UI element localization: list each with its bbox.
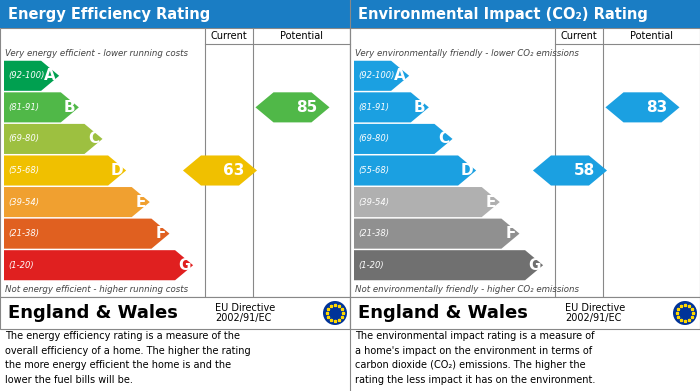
Polygon shape <box>4 61 60 91</box>
Text: E: E <box>486 195 496 210</box>
Text: A: A <box>394 68 406 83</box>
Polygon shape <box>354 156 476 186</box>
Text: The environmental impact rating is a measure of
a home's impact on the environme: The environmental impact rating is a mea… <box>355 332 596 385</box>
Text: D: D <box>461 163 473 178</box>
Bar <box>350 0 700 28</box>
Text: D: D <box>111 163 123 178</box>
Polygon shape <box>4 124 102 154</box>
Text: A: A <box>44 68 56 83</box>
Polygon shape <box>4 219 169 249</box>
Polygon shape <box>354 124 452 154</box>
Text: (92-100): (92-100) <box>358 71 394 80</box>
Text: C: C <box>438 131 449 146</box>
Text: Energy Efficiency Rating: Energy Efficiency Rating <box>8 7 210 22</box>
Polygon shape <box>354 92 429 122</box>
Text: 2002/91/EC: 2002/91/EC <box>565 313 622 323</box>
Text: F: F <box>505 226 516 241</box>
Text: Potential: Potential <box>280 31 323 41</box>
Text: England & Wales: England & Wales <box>358 304 528 322</box>
Text: EU Directive: EU Directive <box>215 303 275 313</box>
Text: Not energy efficient - higher running costs: Not energy efficient - higher running co… <box>5 285 188 294</box>
Text: 63: 63 <box>223 163 245 178</box>
Text: (92-100): (92-100) <box>8 71 44 80</box>
Text: G: G <box>528 258 540 273</box>
Polygon shape <box>4 92 79 122</box>
Text: (39-54): (39-54) <box>8 197 39 206</box>
Text: (81-91): (81-91) <box>358 103 389 112</box>
Bar <box>0 297 350 329</box>
Polygon shape <box>354 187 500 217</box>
Text: B: B <box>414 100 426 115</box>
Text: (1-20): (1-20) <box>8 261 34 270</box>
Polygon shape <box>4 156 126 186</box>
Polygon shape <box>256 92 330 122</box>
Text: F: F <box>155 226 166 241</box>
Text: The energy efficiency rating is a measure of the
overall efficiency of a home. T: The energy efficiency rating is a measur… <box>5 332 251 385</box>
Text: 85: 85 <box>296 100 317 115</box>
Polygon shape <box>4 187 150 217</box>
Text: (1-20): (1-20) <box>358 261 384 270</box>
Text: (39-54): (39-54) <box>358 197 389 206</box>
Text: G: G <box>178 258 190 273</box>
Polygon shape <box>354 250 543 280</box>
Text: (69-80): (69-80) <box>358 135 389 143</box>
Text: (21-38): (21-38) <box>358 229 389 238</box>
Text: 83: 83 <box>646 100 667 115</box>
Text: England & Wales: England & Wales <box>8 304 178 322</box>
Text: Current: Current <box>211 31 247 41</box>
Polygon shape <box>4 250 193 280</box>
Text: (69-80): (69-80) <box>8 135 39 143</box>
Text: Potential: Potential <box>630 31 673 41</box>
Bar <box>0 0 350 28</box>
Polygon shape <box>533 156 607 186</box>
Text: Environmental Impact (CO₂) Rating: Environmental Impact (CO₂) Rating <box>358 7 648 22</box>
Text: (81-91): (81-91) <box>8 103 39 112</box>
Text: B: B <box>64 100 76 115</box>
Text: 58: 58 <box>573 163 594 178</box>
Polygon shape <box>354 219 519 249</box>
Circle shape <box>673 301 697 325</box>
Polygon shape <box>606 92 680 122</box>
Text: (21-38): (21-38) <box>8 229 39 238</box>
Text: (55-68): (55-68) <box>8 166 39 175</box>
Text: Very environmentally friendly - lower CO₂ emissions: Very environmentally friendly - lower CO… <box>355 50 579 59</box>
Text: E: E <box>136 195 146 210</box>
Bar <box>350 28 700 297</box>
Text: C: C <box>88 131 99 146</box>
Bar <box>0 28 350 297</box>
Text: Current: Current <box>561 31 597 41</box>
Text: Not environmentally friendly - higher CO₂ emissions: Not environmentally friendly - higher CO… <box>355 285 579 294</box>
Bar <box>350 297 700 329</box>
Polygon shape <box>354 61 409 91</box>
Polygon shape <box>183 156 257 186</box>
Text: Very energy efficient - lower running costs: Very energy efficient - lower running co… <box>5 50 188 59</box>
Text: 2002/91/EC: 2002/91/EC <box>215 313 272 323</box>
Circle shape <box>323 301 347 325</box>
Text: EU Directive: EU Directive <box>565 303 625 313</box>
Text: (55-68): (55-68) <box>358 166 389 175</box>
